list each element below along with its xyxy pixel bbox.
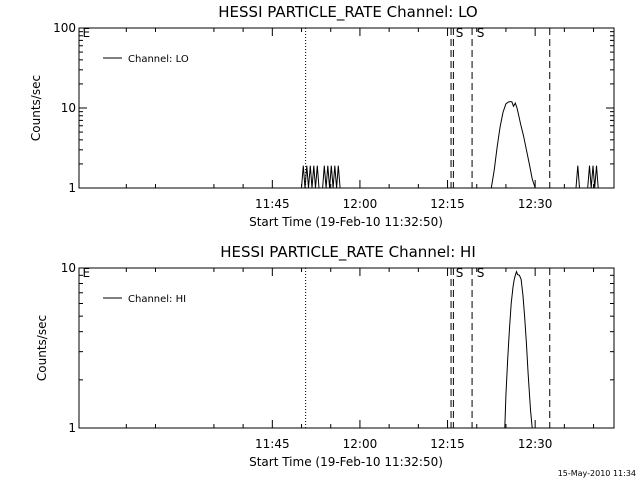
legend-label-lo: Channel: LO	[128, 54, 189, 65]
panel-lo: HESSI PARTICLE_RATE Channel: LO 11:45 12:…	[29, 3, 615, 229]
y-axis-label-hi: Counts/sec	[35, 315, 49, 381]
series-line	[301, 165, 341, 189]
flag-label: S	[456, 26, 464, 40]
marker-lines-lo	[305, 28, 551, 188]
x-tick-label: 12:30	[518, 197, 553, 211]
flag-label: S	[477, 266, 485, 280]
y-tick-label: 100	[53, 21, 76, 35]
series-line	[575, 165, 582, 189]
chart-title-hi: HESSI PARTICLE_RATE Channel: HI	[220, 243, 476, 262]
y-ticks-lo: 1 10 100	[53, 21, 614, 195]
flag-label: E	[83, 26, 91, 40]
y-ticks-hi: 1 10	[61, 261, 614, 435]
y-tick-label: 10	[61, 261, 76, 275]
x-tick-label: 11:45	[255, 197, 290, 211]
series-line	[504, 270, 533, 429]
x-ticks-hi: 11:45 12:00 12:15 12:30	[125, 268, 595, 451]
series-line	[490, 101, 536, 189]
y-axis-label-lo: Counts/sec	[29, 75, 43, 141]
x-axis-label-lo: Start Time (19-Feb-10 11:32:50)	[249, 215, 443, 229]
x-tick-label: 12:15	[430, 437, 465, 451]
legend-hi: Channel: HI	[103, 294, 186, 305]
flag-label: S	[456, 266, 464, 280]
flag-labels-hi: ESSE	[83, 266, 485, 280]
marker-lines-hi	[305, 268, 551, 428]
x-tick-label: 12:15	[430, 197, 465, 211]
chart-title-lo: HESSI PARTICLE_RATE Channel: LO	[218, 3, 477, 22]
flag-label: E	[83, 266, 91, 280]
series-lo	[301, 101, 599, 189]
y-tick-label: 10	[61, 101, 76, 115]
flag-labels-lo: ESSE	[83, 26, 485, 40]
y-tick-label: 1	[68, 181, 76, 195]
x-tick-label: 12:00	[343, 197, 378, 211]
x-tick-label: 12:30	[518, 437, 553, 451]
flag-label: S	[477, 26, 485, 40]
legend-label-hi: Channel: HI	[128, 294, 186, 305]
plot-frame-hi	[78, 267, 615, 429]
panel-hi: HESSI PARTICLE_RATE Channel: HI 11:45 12:…	[35, 243, 615, 469]
legend-lo: Channel: LO	[103, 54, 189, 65]
x-axis-label-hi: Start Time (19-Feb-10 11:32:50)	[249, 455, 443, 469]
y-tick-label: 1	[68, 421, 76, 435]
x-tick-label: 11:45	[255, 437, 290, 451]
plot-frame-lo	[78, 27, 615, 189]
series-hi	[504, 270, 533, 429]
series-line	[587, 165, 599, 189]
x-ticks-lo: 11:45 12:00 12:15 12:30	[125, 28, 595, 211]
x-tick-label: 12:00	[343, 437, 378, 451]
timestamp: 15-May-2010 11:34	[558, 469, 636, 478]
